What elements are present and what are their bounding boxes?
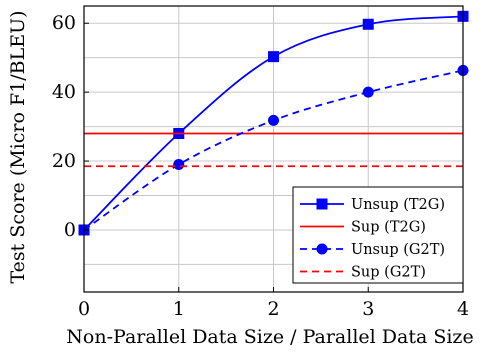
x-tick-label: 1	[173, 298, 185, 320]
legend-entry: Sup (G2T)	[300, 265, 426, 281]
legend-label: Sup (G2T)	[351, 265, 426, 281]
legend-label: Unsup (G2T)	[351, 242, 445, 258]
legend-label: Sup (T2G)	[351, 220, 426, 236]
legend: Unsup (T2G) Sup (T2G) Unsup (G2T) Sup (G2T)	[292, 186, 464, 284]
data-point	[173, 159, 185, 171]
x-tick-label: 4	[457, 298, 469, 320]
legend-marker	[316, 243, 328, 255]
y-tick-label: 0	[64, 219, 76, 241]
data-point	[362, 18, 374, 30]
x-tick-label: 0	[78, 298, 90, 320]
x-tick-label: 3	[362, 298, 374, 320]
y-tick-label: 20	[52, 150, 76, 172]
y-tick-label: 60	[52, 12, 76, 34]
y-tick-label: 40	[52, 81, 76, 103]
legend-label: Unsup (T2G)	[351, 197, 445, 213]
legend-entry: Sup (T2G)	[300, 220, 426, 236]
legend-entry: Unsup (T2G)	[300, 197, 445, 213]
x-tick-label: 2	[267, 298, 279, 320]
legend-entry: Unsup (G2T)	[300, 242, 445, 258]
data-point	[268, 51, 279, 63]
legend-marker	[316, 198, 328, 210]
data-point	[362, 86, 374, 98]
y-axis-label: Test Score (Micro F1/BLEU)	[7, 10, 29, 283]
x-axis-label: Non-Parallel Data Size / Parallel Data S…	[66, 326, 473, 348]
data-point	[268, 114, 279, 126]
